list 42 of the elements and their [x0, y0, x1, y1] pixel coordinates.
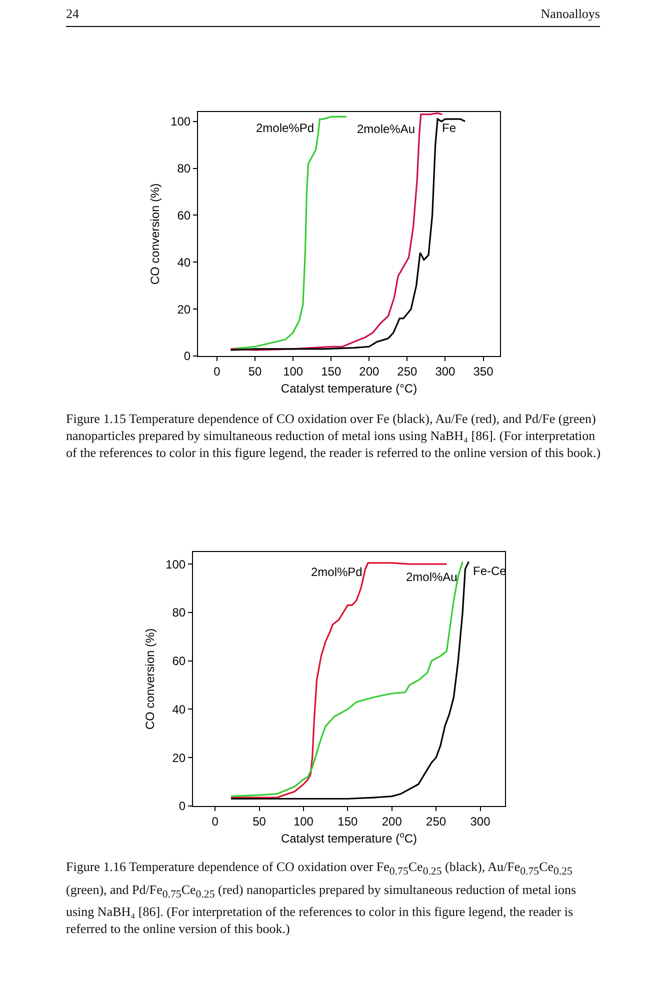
y-tick-label: 0 — [184, 349, 191, 364]
x-tick-label: 150 — [321, 364, 342, 378]
y-tick-label: 100 — [166, 557, 186, 572]
x-tick-label: 0 — [212, 814, 219, 828]
x-axis-title: Catalyst temperature ($^{o}$C) — [280, 829, 418, 846]
series-label: 2mole%Au — [357, 122, 416, 136]
y-tick-label: 60 — [177, 208, 191, 222]
y-tick-label: 40 — [172, 702, 186, 716]
text: 24 — [66, 6, 79, 22]
series-label: Fe-Ce — [473, 564, 507, 578]
x-tick-label: 100 — [283, 364, 304, 378]
y-tick-label: 20 — [172, 750, 186, 765]
x-tick-label: 250 — [397, 364, 418, 378]
x-tick-label: 50 — [252, 814, 266, 828]
y-tick-label: 80 — [177, 162, 191, 176]
y-tick-label: 80 — [172, 606, 186, 620]
text: Figure 1.16 Temperature dependence of CO oxidation over Fe$_{0.75}$Ce$_{0.25}$ (black), Au/Fe$_{0.75}$Ce$_{0.25}$ (green), and Pd/Fe$_{0.75}$Ce$_{0.25}$ (red) nanoparticles prepared by simultaneous reduction of metal ions using NaBH₄ [86]. (For interpretation of the references to color in this figure legend, the reader is referred to the online version of this book.) — [66, 859, 576, 936]
x-tick-label: 200 — [359, 364, 380, 378]
series-label: 2mol%Pd — [311, 565, 362, 579]
x-tick-label: 300 — [435, 364, 456, 378]
caption: Figure 1.15 Temperature dependence of CO oxidation over Fe (black), Au/Fe (red), and Pd/Fe (green) nanoparticles prepared by simultaneous reduction of metal ions using NaBH₄ [86]. (For interpretation of the references to color in this figure legend, the reader is referred to the online version of this book.) — [66, 410, 602, 461]
text: Nanoalloys — [540, 6, 600, 22]
series-label: Fe — [442, 121, 456, 135]
x-tick-label: 250 — [426, 814, 446, 828]
series-label: 2mol%Au — [406, 570, 458, 584]
x-axis-title: Catalyst temperature (°C) — [280, 381, 418, 396]
y-axis-title: CO conversion (%) — [148, 183, 162, 285]
x-tick-label: 350 — [473, 364, 494, 378]
x-tick-label: 300 — [470, 814, 491, 828]
series-label: 2mole%Pd — [256, 121, 314, 135]
x-tick-label: 50 — [248, 364, 262, 378]
y-tick-label: 60 — [172, 654, 186, 668]
x-tick-label: 0 — [214, 364, 221, 378]
y-tick-label: 40 — [177, 255, 191, 270]
y-axis-title: CO conversion (%) — [142, 628, 157, 730]
y-tick-label: 100 — [170, 114, 191, 129]
x-tick-label: 100 — [293, 814, 314, 828]
y-tick-label: 0 — [178, 799, 186, 814]
x-tick-label: 200 — [382, 814, 402, 828]
x-tick-label: 150 — [338, 814, 358, 828]
y-tick-label: 20 — [177, 302, 191, 316]
line-series — [230, 116, 348, 350]
